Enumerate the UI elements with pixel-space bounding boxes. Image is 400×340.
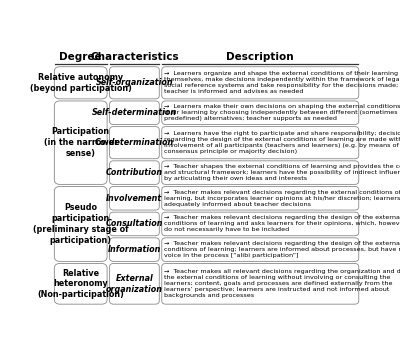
Text: →  Learners organize and shape the external conditions of their learning
themsel: → Learners organize and shape the extern… xyxy=(164,71,400,94)
FancyBboxPatch shape xyxy=(54,67,107,99)
FancyBboxPatch shape xyxy=(110,101,159,124)
Text: Participation
(in the narrower
sense): Participation (in the narrower sense) xyxy=(44,128,118,158)
Text: Involvement: Involvement xyxy=(106,194,162,203)
FancyBboxPatch shape xyxy=(54,101,107,184)
Text: Self-organization: Self-organization xyxy=(96,78,173,87)
FancyBboxPatch shape xyxy=(110,67,159,99)
FancyBboxPatch shape xyxy=(162,212,359,236)
FancyBboxPatch shape xyxy=(162,67,359,99)
Text: Consultation: Consultation xyxy=(106,219,163,228)
FancyBboxPatch shape xyxy=(162,264,359,304)
Text: Co-determination: Co-determination xyxy=(95,138,174,147)
FancyBboxPatch shape xyxy=(110,212,159,236)
FancyBboxPatch shape xyxy=(110,238,159,261)
FancyBboxPatch shape xyxy=(110,187,159,210)
Text: Description: Description xyxy=(226,52,294,62)
FancyBboxPatch shape xyxy=(110,264,159,304)
Text: Relative
heteronomy
(Non-participation): Relative heteronomy (Non-participation) xyxy=(37,269,124,299)
FancyBboxPatch shape xyxy=(110,161,159,184)
Text: →  Teacher makes relevant decisions regarding the design of the external
conditi: → Teacher makes relevant decisions regar… xyxy=(164,216,400,233)
Text: Information: Information xyxy=(108,245,161,254)
Text: →  Teacher makes relevant decisions regarding the external conditions of
learnin: → Teacher makes relevant decisions regar… xyxy=(164,190,400,207)
FancyBboxPatch shape xyxy=(162,238,359,261)
FancyBboxPatch shape xyxy=(162,187,359,210)
FancyBboxPatch shape xyxy=(162,126,359,159)
Text: →  Teacher shapes the external conditions of learning and provides the content
a: → Teacher shapes the external conditions… xyxy=(164,164,400,181)
Text: Pseudo
participation
(preliminary stage of
participation): Pseudo participation (preliminary stage … xyxy=(33,203,128,244)
FancyBboxPatch shape xyxy=(110,126,159,159)
FancyBboxPatch shape xyxy=(162,101,359,124)
Text: Degree: Degree xyxy=(60,52,102,62)
FancyBboxPatch shape xyxy=(162,161,359,184)
Text: →  Teacher makes relevant decisions regarding the design of the external
conditi: → Teacher makes relevant decisions regar… xyxy=(164,241,400,258)
Text: Self-determination: Self-determination xyxy=(92,108,177,117)
Text: →  Teacher makes all relevant decisions regarding the organization and design of: → Teacher makes all relevant decisions r… xyxy=(164,269,400,298)
FancyBboxPatch shape xyxy=(54,187,107,261)
Text: Characteristics: Characteristics xyxy=(90,52,179,62)
Text: External
organization: External organization xyxy=(106,274,163,294)
Text: Contribution: Contribution xyxy=(106,168,163,177)
Text: Relative autonomy
(beyond participation): Relative autonomy (beyond participation) xyxy=(30,73,132,93)
Text: →  Learners have the right to participate and share responsibility; decisions
re: → Learners have the right to participate… xyxy=(164,131,400,154)
FancyBboxPatch shape xyxy=(54,264,107,304)
Text: →  Learners make their own decisions on shaping the external conditions of
their: → Learners make their own decisions on s… xyxy=(164,104,400,121)
